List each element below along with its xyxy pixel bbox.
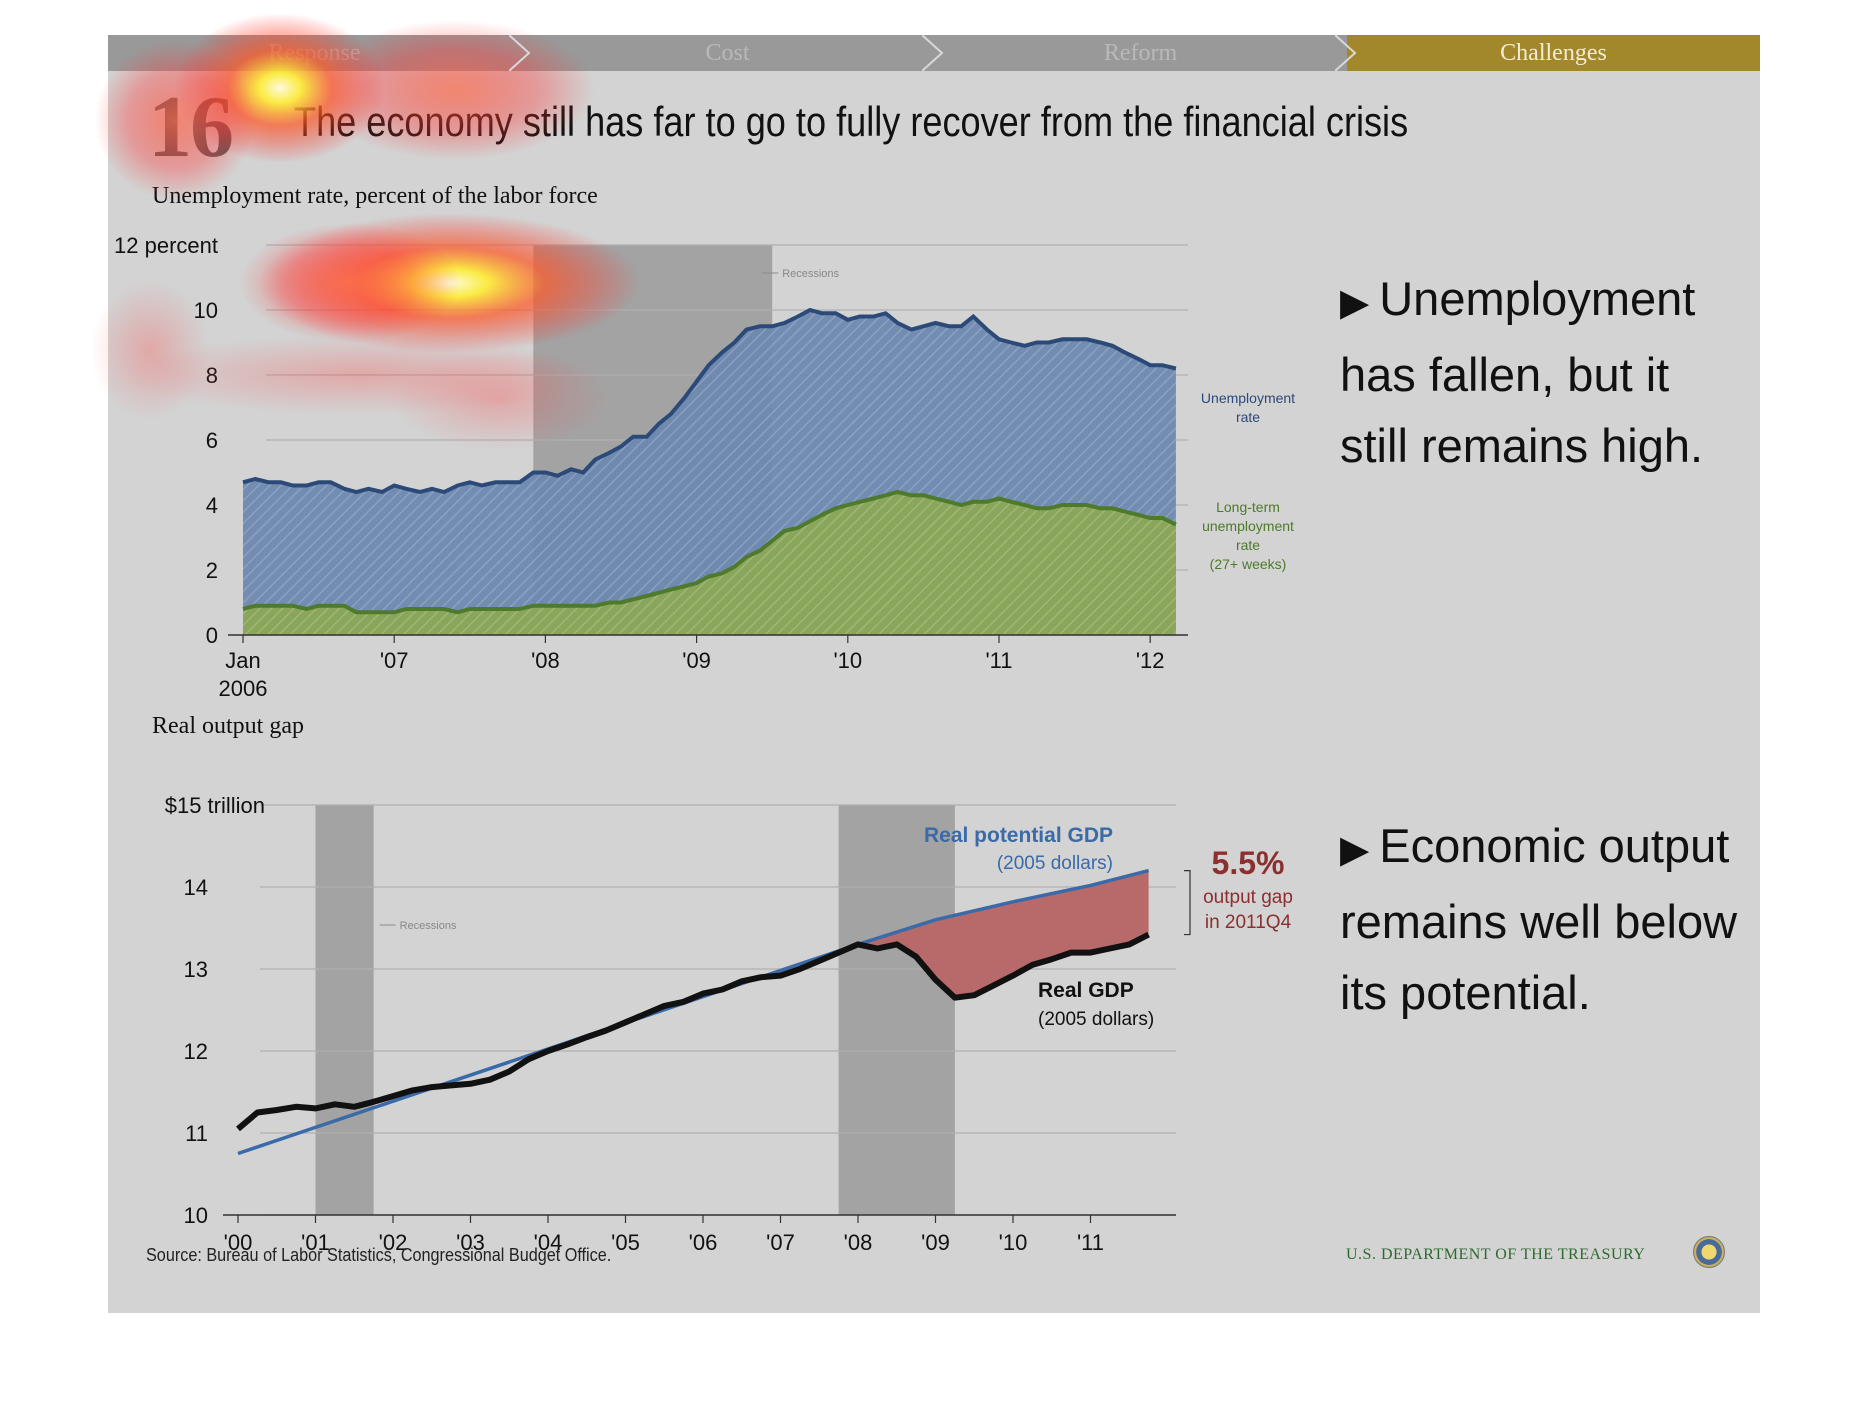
longterm-area-hatch (243, 492, 1176, 635)
gap-label: output gap (1203, 887, 1293, 908)
output-gap-chart: 10 11 12 13 14 $15 trillion Recessions '00 '01 '0… (165, 793, 1293, 1255)
chevron-right-icon (1335, 35, 1357, 71)
y-tick-label: 6 (206, 428, 218, 453)
unemployment-chart: 0 2 4 6 8 10 12 percent Recessions Jan 2006 '07 '08… (114, 233, 1295, 701)
slide-number: 16 (148, 79, 234, 176)
recession-label: Recessions (782, 268, 839, 280)
potential-gdp-sublabel: (2005 dollars) (997, 853, 1113, 874)
x-tick-label: '12 (1136, 648, 1165, 673)
triangle-bullet-icon: ▶ (1340, 282, 1370, 324)
chevron-right-icon (922, 35, 944, 71)
y-tick-label: 11 (185, 1121, 208, 1146)
x-tick-label: '11 (985, 648, 1012, 673)
x-tick-label: '08 (844, 1230, 873, 1255)
recession-band (315, 805, 374, 1215)
y-tick-label: 14 (184, 875, 208, 900)
longterm-series-label: unemployment (1202, 518, 1294, 534)
y-tick-label: 0 (206, 623, 218, 648)
x-tick-label: '10 (999, 1230, 1028, 1255)
nav-tab-label: Response (268, 40, 361, 66)
y-tick-label: 4 (206, 493, 218, 518)
y-tick-label: 10 (184, 1203, 208, 1228)
bullet-output: ▶ Economic output remains well below its … (1340, 810, 1740, 1028)
recession-band (838, 805, 955, 1215)
x-tick-label: '02 (379, 1230, 408, 1255)
y-tick-label: 2 (206, 558, 218, 583)
y-tick-label: 8 (206, 363, 218, 388)
real-gdp-label: Real GDP (1038, 979, 1134, 1002)
bullet-text: Economic output remains well below its p… (1340, 819, 1738, 1019)
gap-bracket (1184, 870, 1191, 936)
nav-tab-label: Challenges (1500, 40, 1607, 66)
x-tick-label: 2006 (219, 676, 268, 701)
section-nav: Response Cost Reform Challenges (108, 35, 1760, 71)
agency-name: U.S. DEPARTMENT OF THE TREASURY (1346, 1246, 1646, 1263)
treasury-seal-icon (1693, 1236, 1725, 1268)
x-tick-label: '07 (766, 1230, 795, 1255)
real-gdp-sublabel: (2005 dollars) (1038, 1009, 1154, 1030)
longterm-series-label: rate (1236, 537, 1260, 553)
y-tick-label: 13 (184, 957, 208, 982)
nav-tab-response[interactable]: Response (108, 35, 531, 71)
x-tick-label: '04 (534, 1230, 563, 1255)
x-tick-label: '05 (611, 1230, 640, 1255)
x-tick-label: '11 (1077, 1230, 1104, 1255)
gap-label: in 2011Q4 (1205, 912, 1292, 933)
longterm-series-label: Long-term (1216, 499, 1280, 515)
unemployment-line (242, 307, 1177, 495)
x-tick-label: '03 (456, 1230, 485, 1255)
nav-tab-label: Cost (705, 40, 750, 66)
chevron-right-icon (509, 35, 531, 71)
gap-value: 5.5% (1212, 845, 1285, 881)
x-tick-label: '10 (833, 648, 862, 673)
y-tick-label: 12 (184, 1039, 208, 1064)
unemployment-series-label: rate (1236, 409, 1260, 425)
output-gap-chart-title: Real output gap (152, 713, 304, 739)
x-tick-label: '00 (224, 1230, 253, 1255)
nav-tab-reform[interactable]: Reform (934, 35, 1357, 71)
longterm-line (242, 489, 1177, 615)
longterm-series-label: (27+ weeks) (1210, 556, 1287, 572)
recession-label: Recessions (400, 920, 457, 932)
nav-tab-label: Reform (1103, 40, 1178, 66)
y-tick-label: 12 percent (114, 233, 218, 258)
x-tick-label: '01 (301, 1230, 330, 1255)
real-gdp-line (236, 931, 1150, 1132)
slide-title: The economy still has far to go to fully… (294, 98, 1409, 145)
x-tick-label: '09 (921, 1230, 950, 1255)
unemployment-series-label: Unemployment (1201, 390, 1295, 406)
x-tick-label: '08 (531, 648, 560, 673)
source-note: Source: Bureau of Labor Statistics, Cong… (146, 1245, 612, 1265)
nav-tab-cost[interactable]: Cost (521, 35, 944, 71)
x-tick-label: Jan (225, 648, 260, 673)
y-tick-label: 10 (194, 298, 218, 323)
nav-tab-challenges[interactable]: Challenges (1347, 35, 1760, 71)
output-gap-area (858, 870, 1149, 998)
bullet-text: Unemployment has fallen, but it still re… (1340, 272, 1704, 472)
bullet-unemployment: ▶ Unemployment has fallen, but it still r… (1340, 263, 1740, 481)
triangle-bullet-icon: ▶ (1340, 829, 1370, 871)
x-tick-label: '06 (689, 1230, 718, 1255)
potential-gdp-label: Real potential GDP (924, 824, 1113, 847)
x-tick-label: '07 (380, 648, 409, 673)
x-tick-label: '09 (682, 648, 711, 673)
slide: Response Cost Reform Challenges 16 The e… (108, 35, 1760, 1313)
y-tick-label: $15 trillion (165, 793, 265, 818)
